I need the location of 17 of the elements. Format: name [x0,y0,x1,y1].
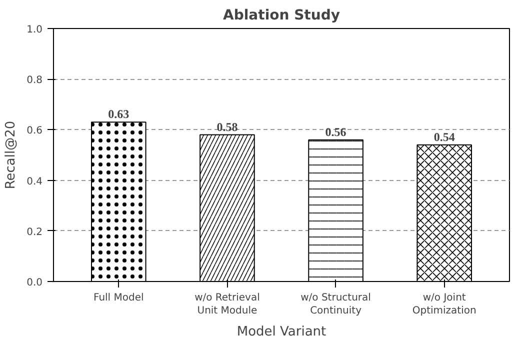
y-tick-label: 1.0 [26,24,43,36]
y-tick-label: 0.0 [26,278,43,288]
data-label: 0.63 [108,107,130,122]
y-tick-label: 0.8 [26,75,43,86]
x-tick-label: w/o Structural Continuity [300,292,371,317]
x-tick-label: w/o Retrieval Unit Module [194,292,260,317]
x-tick-label: Full Model [93,292,144,304]
data-label: 0.54 [434,130,455,144]
chart-title: Ablation Study [223,8,340,24]
y-tick-label: 0.2 [26,226,43,238]
y-tick-label: 0.6 [26,126,43,137]
y-axis-title: Recall@20 [4,120,19,190]
data-label: 0.56 [325,124,346,139]
x-axis-title: Model Variant [236,324,326,340]
x-tick-label: w/o Joint Optimization [412,292,476,317]
y-tick-label: 0.4 [26,176,43,188]
data-label: 0.58 [216,120,238,134]
